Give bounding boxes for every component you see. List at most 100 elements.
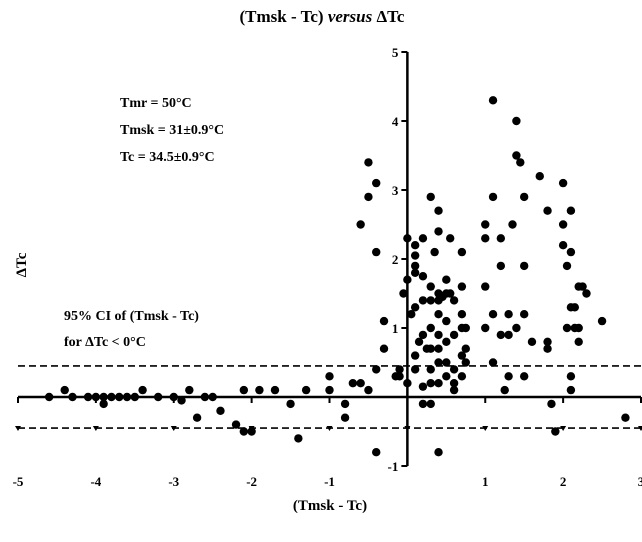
data-point bbox=[153, 392, 163, 402]
x-tick-label: 3 bbox=[638, 474, 642, 489]
data-point bbox=[566, 385, 576, 395]
data-point bbox=[301, 385, 311, 395]
data-point bbox=[410, 268, 420, 277]
data-point bbox=[426, 365, 435, 374]
data-point bbox=[130, 392, 140, 402]
data-point bbox=[426, 344, 435, 353]
data-point bbox=[562, 323, 572, 333]
data-point bbox=[519, 192, 529, 202]
data-point bbox=[512, 116, 521, 126]
y-tick-label: 5 bbox=[392, 45, 399, 60]
y-tick-label: 1 bbox=[392, 321, 399, 336]
data-point bbox=[457, 310, 467, 319]
ci-label-line2: for ΔTc < 0°C bbox=[64, 335, 146, 350]
data-point bbox=[325, 385, 334, 395]
data-point bbox=[208, 392, 217, 402]
data-point bbox=[566, 206, 576, 215]
data-point bbox=[488, 358, 498, 367]
x-tick-label: 2 bbox=[560, 474, 567, 489]
data-point bbox=[410, 241, 420, 250]
data-point bbox=[481, 282, 490, 291]
data-point bbox=[356, 379, 365, 388]
data-point bbox=[578, 282, 587, 291]
data-point bbox=[519, 372, 529, 381]
annotation-tmr: Tmr = 50°C bbox=[120, 96, 192, 111]
data-point bbox=[449, 365, 459, 374]
x-tick-label: -3 bbox=[168, 474, 179, 489]
tick-labels: -5 -4 -3 -2 -1 1 2 3 -1 1 2 3 4 5 bbox=[13, 45, 642, 489]
data-point bbox=[68, 392, 77, 402]
data-point bbox=[231, 420, 241, 429]
ci-marker bbox=[638, 426, 642, 432]
data-point bbox=[508, 220, 517, 229]
data-point bbox=[403, 275, 412, 284]
data-point bbox=[430, 247, 439, 257]
data-point bbox=[91, 392, 101, 402]
data-point bbox=[574, 323, 583, 333]
data-point bbox=[481, 220, 490, 229]
data-point bbox=[247, 427, 256, 436]
data-point bbox=[379, 316, 389, 326]
data-point bbox=[481, 323, 490, 333]
data-point bbox=[407, 310, 416, 319]
x-tick-label: -4 bbox=[90, 474, 101, 489]
data-point bbox=[216, 406, 225, 415]
data-point bbox=[294, 434, 303, 443]
data-point bbox=[481, 234, 490, 243]
data-point bbox=[500, 385, 509, 395]
ci-marker bbox=[326, 426, 333, 432]
data-point bbox=[255, 385, 264, 395]
data-point bbox=[457, 247, 467, 257]
data-point bbox=[410, 303, 420, 312]
data-point bbox=[426, 379, 435, 388]
data-point bbox=[434, 379, 443, 388]
data-point bbox=[99, 399, 108, 409]
data-point bbox=[547, 399, 556, 409]
data-point bbox=[551, 427, 560, 436]
data-point bbox=[442, 358, 451, 367]
data-point bbox=[434, 358, 443, 367]
data-point bbox=[115, 392, 124, 402]
y-axis-label: ΔTc bbox=[14, 252, 30, 277]
ci-marker bbox=[482, 426, 489, 432]
data-point bbox=[270, 385, 280, 395]
data-point bbox=[418, 330, 428, 340]
data-point bbox=[488, 310, 498, 319]
data-point bbox=[442, 316, 451, 326]
data-point bbox=[566, 247, 576, 257]
data-point bbox=[496, 234, 506, 243]
data-point bbox=[543, 337, 552, 346]
data-point bbox=[410, 365, 420, 374]
data-point bbox=[434, 448, 443, 457]
y-tick-label: -1 bbox=[388, 459, 399, 474]
data-point bbox=[200, 392, 210, 402]
data-point bbox=[426, 323, 435, 333]
data-point bbox=[372, 178, 381, 188]
data-point bbox=[239, 427, 249, 436]
data-point bbox=[364, 192, 373, 202]
data-point bbox=[107, 392, 116, 402]
data-point bbox=[535, 172, 544, 181]
x-tick-label: -5 bbox=[13, 474, 24, 489]
data-point bbox=[169, 392, 178, 402]
data-point bbox=[379, 344, 389, 353]
data-point bbox=[543, 344, 552, 353]
data-point bbox=[426, 296, 435, 305]
data-point bbox=[457, 351, 467, 360]
data-point bbox=[410, 351, 420, 360]
data-point bbox=[177, 396, 186, 405]
data-point bbox=[434, 206, 443, 215]
data-point bbox=[340, 399, 350, 409]
data-point bbox=[44, 392, 54, 402]
data-point bbox=[348, 379, 358, 388]
data-point bbox=[488, 192, 498, 202]
data-point bbox=[399, 289, 408, 298]
data-point bbox=[185, 385, 194, 395]
data-point bbox=[442, 337, 451, 346]
data-point bbox=[504, 310, 513, 319]
data-point bbox=[562, 261, 572, 271]
data-point bbox=[372, 448, 381, 457]
data-point bbox=[410, 251, 420, 260]
data-point bbox=[597, 316, 607, 326]
